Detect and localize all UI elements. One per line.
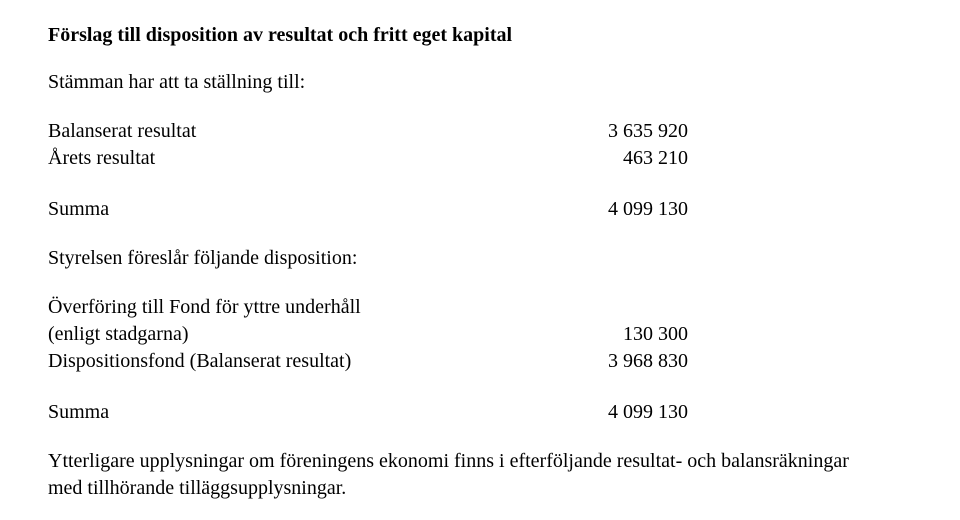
balanserat-value: 3 635 920	[568, 118, 688, 145]
summa2-value: 4 099 130	[568, 399, 688, 426]
summa1-value: 4 099 130	[568, 196, 688, 223]
arets-label: Årets resultat	[48, 145, 568, 172]
arets-value: 463 210	[568, 145, 688, 172]
row-summa1: Summa 4 099 130	[48, 196, 688, 223]
footer-line1: Ytterligare upplysningar om föreningens …	[48, 448, 912, 475]
styrelsen-line: Styrelsen föreslår följande disposition:	[48, 247, 912, 270]
row-dispositionsfond: Dispositionsfond (Balanserat resultat) 3…	[48, 348, 688, 375]
dispositionsfond-label: Dispositionsfond (Balanserat resultat)	[48, 348, 568, 375]
row-overforing-line1: Överföring till Fond för yttre underhåll	[48, 294, 688, 321]
dispositionsfond-value: 3 968 830	[568, 348, 688, 375]
spacer	[48, 375, 912, 399]
spacer	[48, 223, 912, 247]
document-page: Förslag till disposition av resultat och…	[0, 0, 960, 520]
overforing-value: 130 300	[568, 321, 688, 348]
row-arets: Årets resultat 463 210	[48, 145, 688, 172]
summa2-label: Summa	[48, 399, 568, 426]
page-title: Förslag till disposition av resultat och…	[48, 24, 912, 47]
summa1-label: Summa	[48, 196, 568, 223]
row-balanserat: Balanserat resultat 3 635 920	[48, 118, 688, 145]
footer-paragraph: Ytterligare upplysningar om föreningens …	[48, 448, 912, 502]
balanserat-label: Balanserat resultat	[48, 118, 568, 145]
intro-line: Stämman har att ta ställning till:	[48, 71, 912, 94]
row-summa2: Summa 4 099 130	[48, 399, 688, 426]
overforing-empty	[568, 294, 688, 321]
spacer	[48, 172, 912, 196]
overforing-label-line2: (enligt stadgarna)	[48, 321, 568, 348]
row-overforing-line2: (enligt stadgarna) 130 300	[48, 321, 688, 348]
footer-line2: med tillhörande tilläggsupplysningar.	[48, 475, 912, 502]
overforing-label-line1: Överföring till Fond för yttre underhåll	[48, 294, 568, 321]
